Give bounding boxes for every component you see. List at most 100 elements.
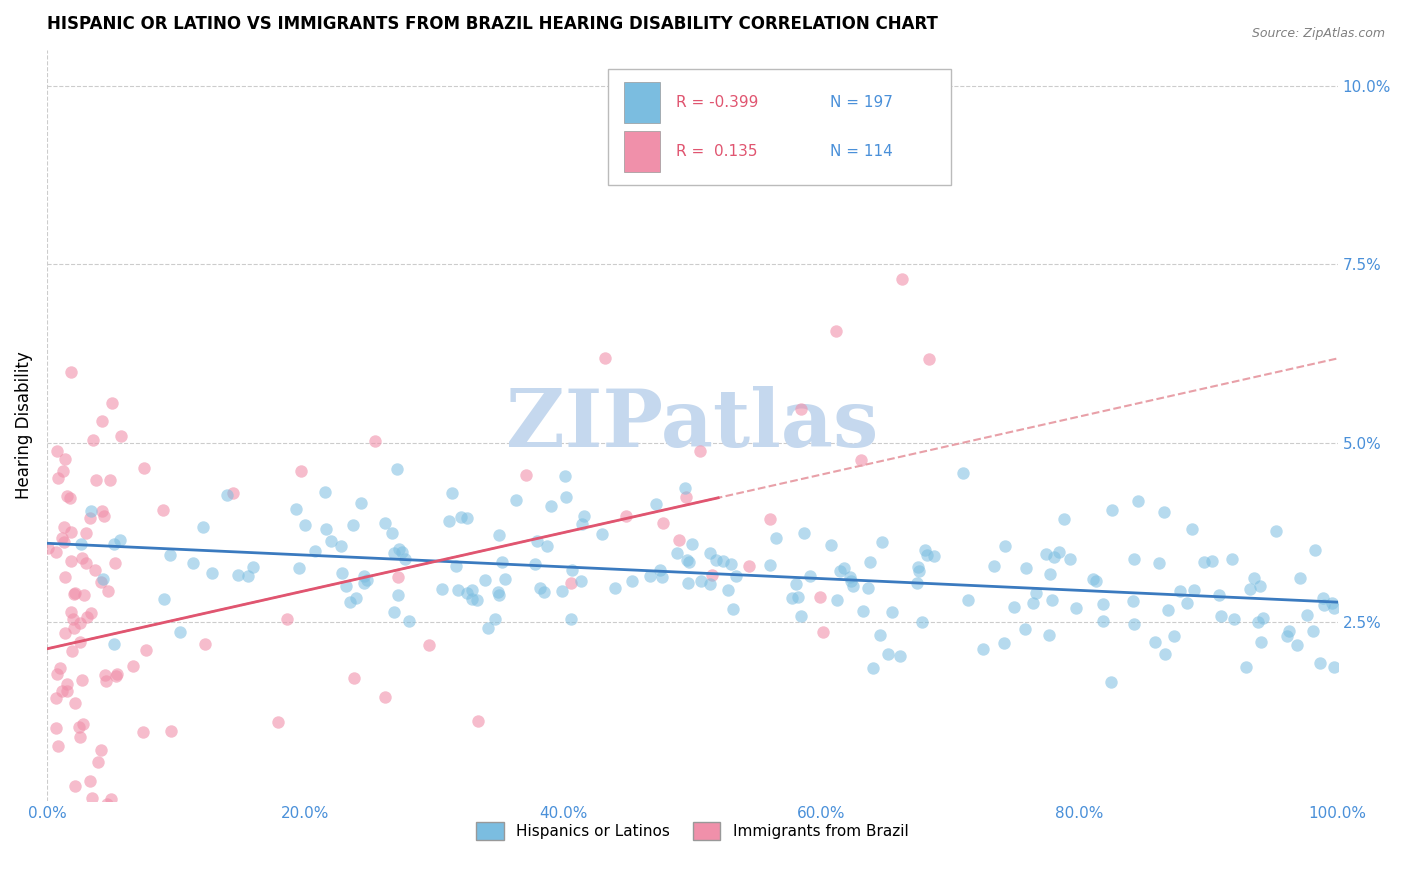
Point [101,395,124,409]
Point [222,485,245,500]
Point [51,684,73,698]
Point [1180,522,1202,536]
Point [69,830,91,844]
Text: HISPANIC OR LATINO VS IMMIGRANTS FROM BRAZIL HEARING DISABILITY CORRELATION CHAR: HISPANIC OR LATINO VS IMMIGRANTS FROM BR… [46,15,938,33]
Point [104,556,127,570]
Point [720,557,742,571]
Point [450,509,472,524]
Point [98,473,121,487]
Text: ZIPatlas: ZIPatlas [506,386,879,465]
Point [1209,608,1232,623]
Point [456,511,478,525]
Point [1154,647,1177,661]
Point [46,470,69,484]
Point [267,715,290,730]
Point [387,570,409,584]
Point [294,518,316,533]
Point [689,443,711,458]
Point [785,577,807,591]
FancyBboxPatch shape [624,130,659,172]
Point [103,537,125,551]
Point [477,621,499,635]
FancyBboxPatch shape [609,69,950,185]
Point [689,574,711,588]
Point [69,616,91,631]
Point [382,546,405,560]
Point [560,612,582,626]
Point [52,519,75,533]
Point [467,714,489,728]
Point [342,517,364,532]
Point [952,466,974,480]
Point [110,428,132,442]
Point [60,554,83,568]
Point [344,591,367,606]
Point [1002,600,1025,615]
Point [1312,591,1334,606]
Point [194,637,217,651]
Point [595,351,617,365]
Point [699,546,721,560]
Point [330,540,353,554]
Point [90,504,112,518]
Point [96,797,118,811]
Point [790,401,813,416]
Point [79,510,101,524]
Point [67,720,90,734]
Point [1163,629,1185,643]
Point [699,577,721,591]
Point [447,583,470,598]
Point [381,525,404,540]
Point [201,566,224,580]
Point [1025,586,1047,600]
Point [63,697,86,711]
Point [350,496,373,510]
Point [1014,622,1036,636]
Point [620,574,643,588]
Point [700,567,723,582]
Point [100,792,122,806]
Point [905,575,928,590]
Point [614,508,637,523]
Point [993,636,1015,650]
Point [515,468,537,483]
Point [505,492,527,507]
Point [560,575,582,590]
Point [983,558,1005,573]
Point [914,542,936,557]
Point [675,490,697,504]
Point [540,499,562,513]
Point [551,583,574,598]
Point [645,497,668,511]
Point [374,690,396,704]
Point [1143,635,1166,649]
Point [353,569,375,583]
Point [1101,502,1123,516]
Point [49,661,72,675]
Point [1123,616,1146,631]
Point [780,591,803,606]
Point [304,543,326,558]
Point [759,512,782,526]
Point [918,351,941,366]
Point [592,527,614,541]
Point [554,490,576,504]
Point [1265,524,1288,538]
Point [159,723,181,738]
Point [59,491,82,505]
Point [1015,561,1038,575]
Point [529,582,551,596]
Point [789,609,811,624]
Point [284,501,307,516]
Point [315,522,337,536]
Point [1239,582,1261,596]
Point [391,545,413,559]
Point [488,528,510,542]
Point [103,637,125,651]
Point [765,532,787,546]
Point [713,554,735,568]
Point [554,469,576,483]
Point [842,579,865,593]
Point [1040,593,1063,607]
Point [105,800,128,814]
